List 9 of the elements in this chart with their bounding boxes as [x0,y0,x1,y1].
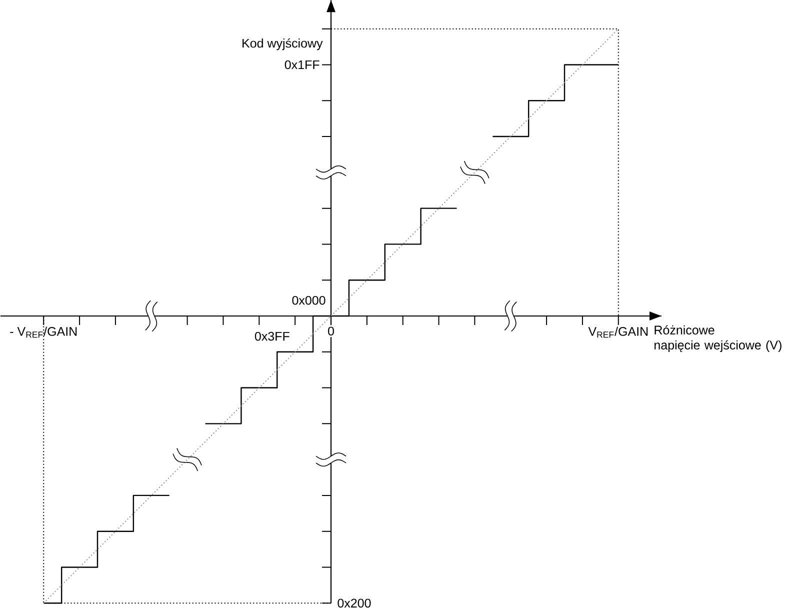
annotation: 0x200 [338,598,371,608]
annotation: 0x000 [292,296,326,305]
annotation: 0x1FF [284,60,320,70]
y-axis-title: Kod wyjściowy [242,38,323,50]
annotation: 0x3FF [254,332,290,341]
x-tick-label: V$_{REF}$/GAIN [588,326,648,338]
x-tick-label: 0 [328,326,334,336]
x-tick-label: - V$_{REF}$/GAIN [10,326,77,338]
x-axis-title: Różnicowe napięcie wejściowe (V) [654,325,782,352]
